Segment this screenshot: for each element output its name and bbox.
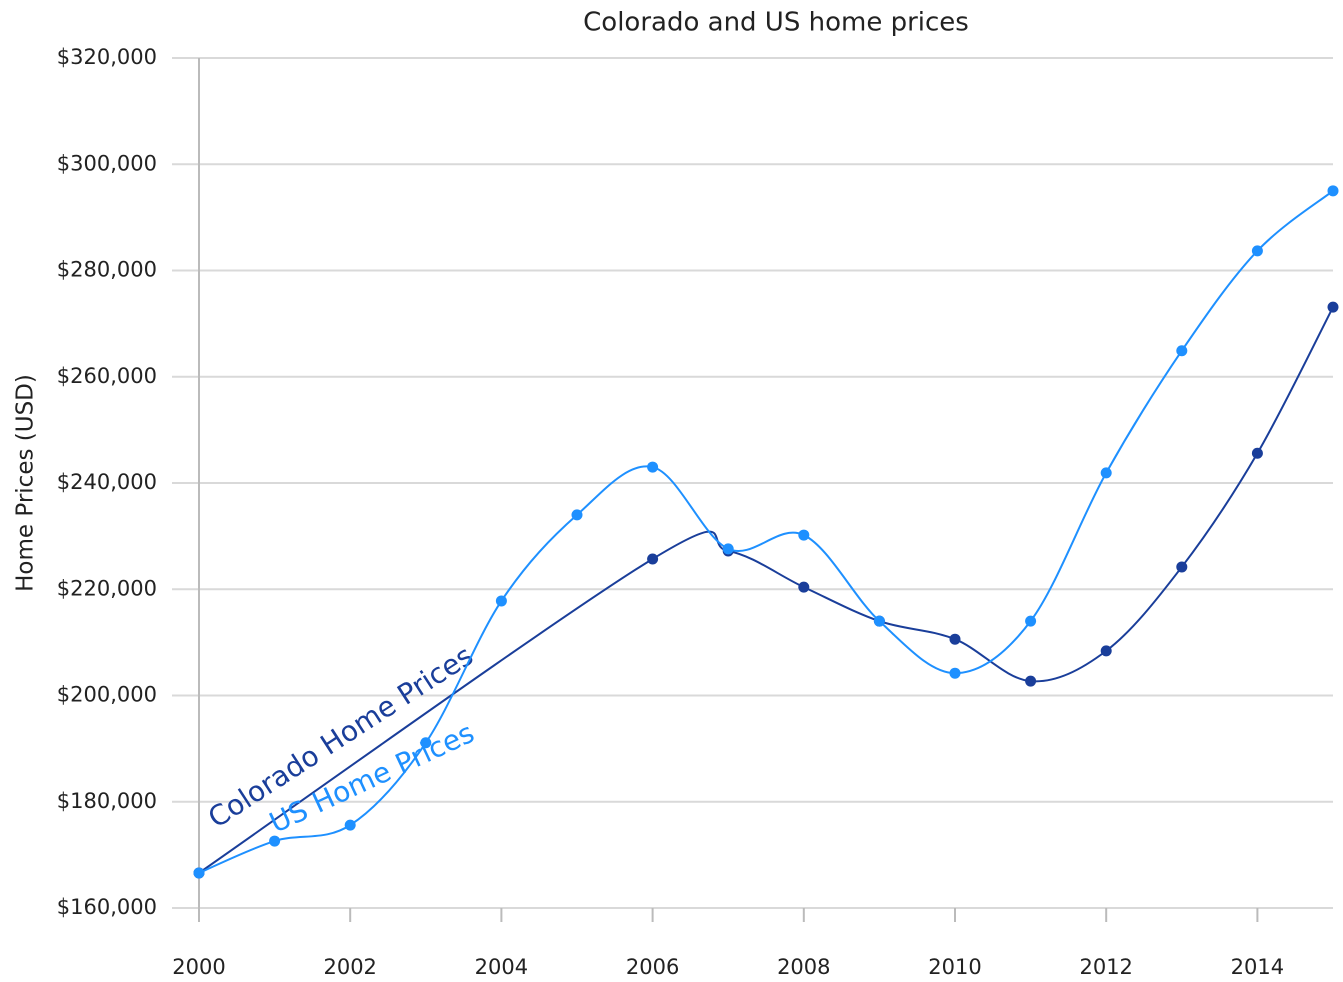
point	[722, 543, 734, 555]
point	[1327, 301, 1339, 313]
point	[1025, 615, 1037, 627]
point	[949, 633, 961, 645]
point	[1100, 467, 1112, 479]
x-tick-label: 2006	[626, 955, 679, 979]
y-tick-label: $160,000	[57, 895, 157, 919]
series-line	[198, 306, 1334, 874]
chart-title: Colorado and US home prices	[583, 8, 969, 38]
x-tick-label: 2014	[1231, 955, 1284, 979]
x-tick-label: 2002	[323, 955, 376, 979]
point	[269, 835, 281, 847]
point	[1176, 345, 1188, 357]
point	[344, 819, 356, 831]
y-tick-label: $240,000	[57, 470, 157, 494]
series-line	[198, 190, 1334, 874]
point	[420, 737, 432, 749]
point	[1100, 645, 1112, 657]
x-tick-label: 2010	[928, 955, 981, 979]
point	[798, 529, 810, 541]
point	[193, 867, 205, 879]
x-tick-label: 2008	[777, 955, 830, 979]
point	[798, 581, 810, 593]
x-tick-label: 2000	[172, 955, 225, 979]
point	[1251, 245, 1263, 257]
point	[1327, 185, 1339, 197]
y-tick-label: $180,000	[57, 789, 157, 813]
point	[1025, 675, 1037, 687]
point	[1176, 561, 1188, 573]
point	[647, 461, 659, 473]
point	[1251, 447, 1263, 459]
point	[495, 595, 507, 607]
y-axis-label: Home Prices (USD)	[13, 374, 39, 592]
point	[949, 667, 961, 679]
x-tick-label: 2004	[475, 955, 528, 979]
y-tick-label: $260,000	[57, 364, 157, 388]
point	[647, 553, 659, 565]
x-tick-label: 2012	[1079, 955, 1132, 979]
point	[571, 509, 583, 521]
y-tick-label: $300,000	[57, 151, 157, 175]
y-tick-label: $280,000	[57, 258, 157, 282]
y-tick-label: $220,000	[57, 576, 157, 600]
y-tick-label: $320,000	[57, 45, 157, 69]
point	[873, 615, 885, 627]
y-tick-label: $200,000	[57, 683, 157, 707]
